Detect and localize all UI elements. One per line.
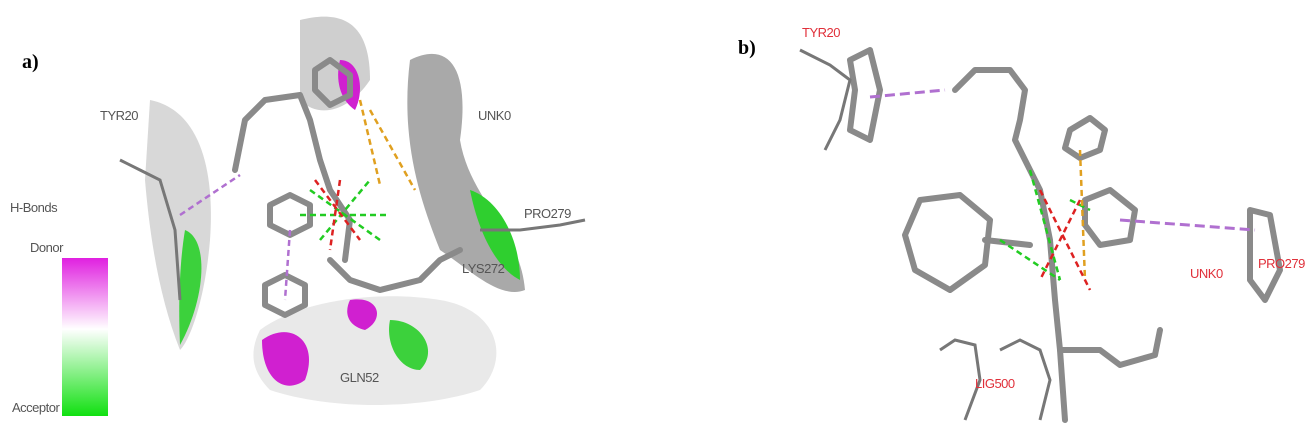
residue-label: PRO279 [1258,256,1305,271]
panel-a: a) TYR20 UNK0 PRO279 LYS272 [10,17,585,416]
panel-label: a) [22,51,39,73]
residue-label: TYR20 [100,108,138,123]
ligand-ring [1085,190,1135,245]
panel-label: b) [738,37,756,59]
figure: a) TYR20 UNK0 PRO279 LYS272 [0,0,1309,440]
residue-label: PRO279 [524,206,571,221]
ligand-ring [1065,118,1105,158]
residue-stick [800,50,850,150]
ligand-stick [1060,330,1160,365]
legend-label: Acceptor [12,400,60,415]
ligand-stick [985,240,1030,245]
legend-label: Donor [30,240,64,255]
legend-title: H-Bonds [10,200,58,215]
residue-stick [940,340,980,420]
pi-sulfur [360,100,415,190]
residue-ring [1250,210,1280,300]
residue-label: LIG500 [975,376,1015,391]
residue-label: UNK0 [1190,266,1223,281]
ligand-ring [905,195,990,290]
pi-alkyl [870,90,1255,230]
ligand-stick [330,250,460,290]
legend-gradient [62,258,108,416]
panel-b: b) TYR20 UNK0 PRO279 LIG500 [738,25,1305,420]
surface [145,100,211,350]
residue-label: GLN52 [340,370,379,385]
residue-label: TYR20 [802,25,840,40]
residue-label: LYS272 [462,261,505,276]
residue-label: UNK0 [478,108,511,123]
